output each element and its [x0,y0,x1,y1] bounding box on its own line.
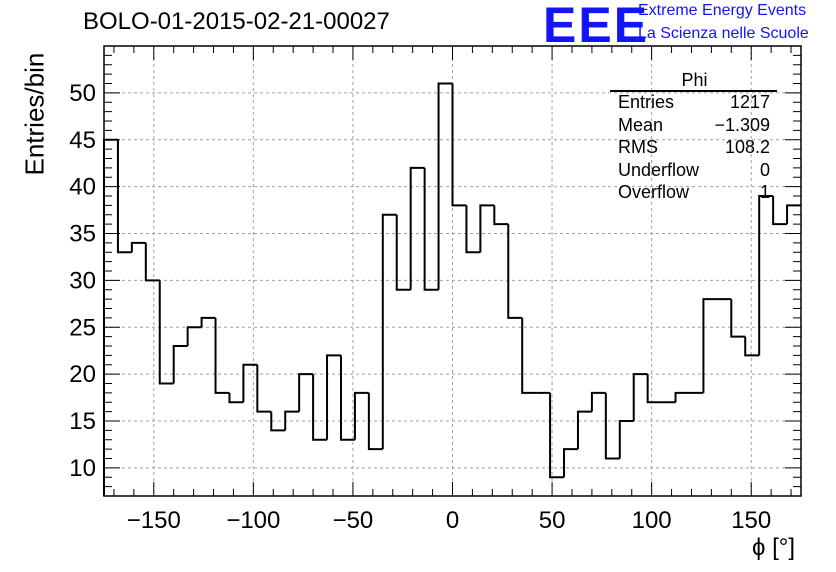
histogram-bin [576,410,592,450]
stats-value: 108.2 [724,137,770,157]
y-tick-label: 45 [69,127,96,154]
x-tick-label: 100 [632,507,672,534]
histogram-bin [744,336,760,357]
x-tick-label: −100 [226,507,280,534]
stats-value: −1.309 [714,114,770,135]
y-tick-label: 10 [69,455,96,482]
histogram-bin [200,316,216,328]
x-axis-label: ϕ [°] [752,534,796,561]
y-tick-label: 30 [69,267,96,294]
histogram-bin [730,299,746,338]
histogram-bin [130,241,146,253]
histogram-bin [758,195,774,356]
histogram-bin [326,354,341,440]
histogram-bin [144,242,160,282]
histogram-bin [298,373,314,412]
histogram-bin [702,298,718,393]
histogram-bin [423,167,439,291]
histogram-bin [339,355,355,441]
histogram-bin [116,139,132,254]
y-tick-label: 15 [69,408,96,435]
eee-logo: EEE [543,0,650,53]
histogram-bin [507,224,523,319]
histogram-bin [786,204,801,225]
y-tick-label: 25 [69,314,96,341]
histogram-bin [521,317,537,394]
stats-value: 0 [759,159,770,180]
histogram-bin [493,205,509,226]
histogram-bin [214,317,230,394]
histogram-bin [353,391,369,440]
histogram-bin [451,83,467,207]
x-tick-label: −150 [127,507,181,534]
histogram-bin [590,391,606,412]
histogram-bin [242,363,258,403]
histogram-bin [172,345,188,384]
stats-label: Entries [618,92,675,112]
histogram-bin [284,410,300,431]
x-tick-label: −50 [333,507,374,534]
histogram-bin [479,204,495,253]
x-tick-label: 50 [539,507,566,534]
histogram-bin [312,374,328,441]
histogram-bin [772,196,788,226]
histogram-bin [270,411,286,432]
histogram-bin [103,138,118,496]
histogram-bin [381,213,397,450]
chart-title: BOLO-01-2015-02-21-00027 [83,8,390,35]
stats-value: 1 [759,182,770,202]
histogram-bin [604,392,620,460]
stats-value: 1217 [729,92,770,112]
histogram-bin [632,373,648,421]
histogram-bin [549,392,565,479]
y-tick-label: 35 [69,221,96,248]
stats-divider [610,90,777,92]
stats-label: RMS [618,137,658,157]
stats-label: Overflow [618,182,690,202]
logo-line-1: Extreme Energy Events [638,2,807,19]
stats-label: Underflow [618,159,700,180]
histogram-bin [437,82,453,290]
x-tick-label: 0 [446,507,459,534]
y-tick-label: 50 [69,80,96,107]
logo-line-2: La Scienza nelle Scuole [638,25,809,42]
histogram-bin [367,392,383,451]
histogram-bin [618,420,634,459]
histogram-bin [256,364,272,413]
y-tick-label: 20 [69,361,96,388]
x-tick-label: 150 [731,507,771,534]
histogram-bin [395,214,411,291]
histogram-bin [409,166,425,290]
histogram-bin [465,205,481,254]
histogram-bin [158,280,174,385]
histogram-bin [646,374,662,404]
stats-box-title: Phi [681,70,708,90]
histogram-bin [563,448,578,478]
y-tick-label: 40 [69,174,96,201]
histogram-bin [674,391,690,403]
histogram-bin [228,392,244,404]
histogram-bin [186,326,202,346]
stats-label: Mean [618,114,664,135]
